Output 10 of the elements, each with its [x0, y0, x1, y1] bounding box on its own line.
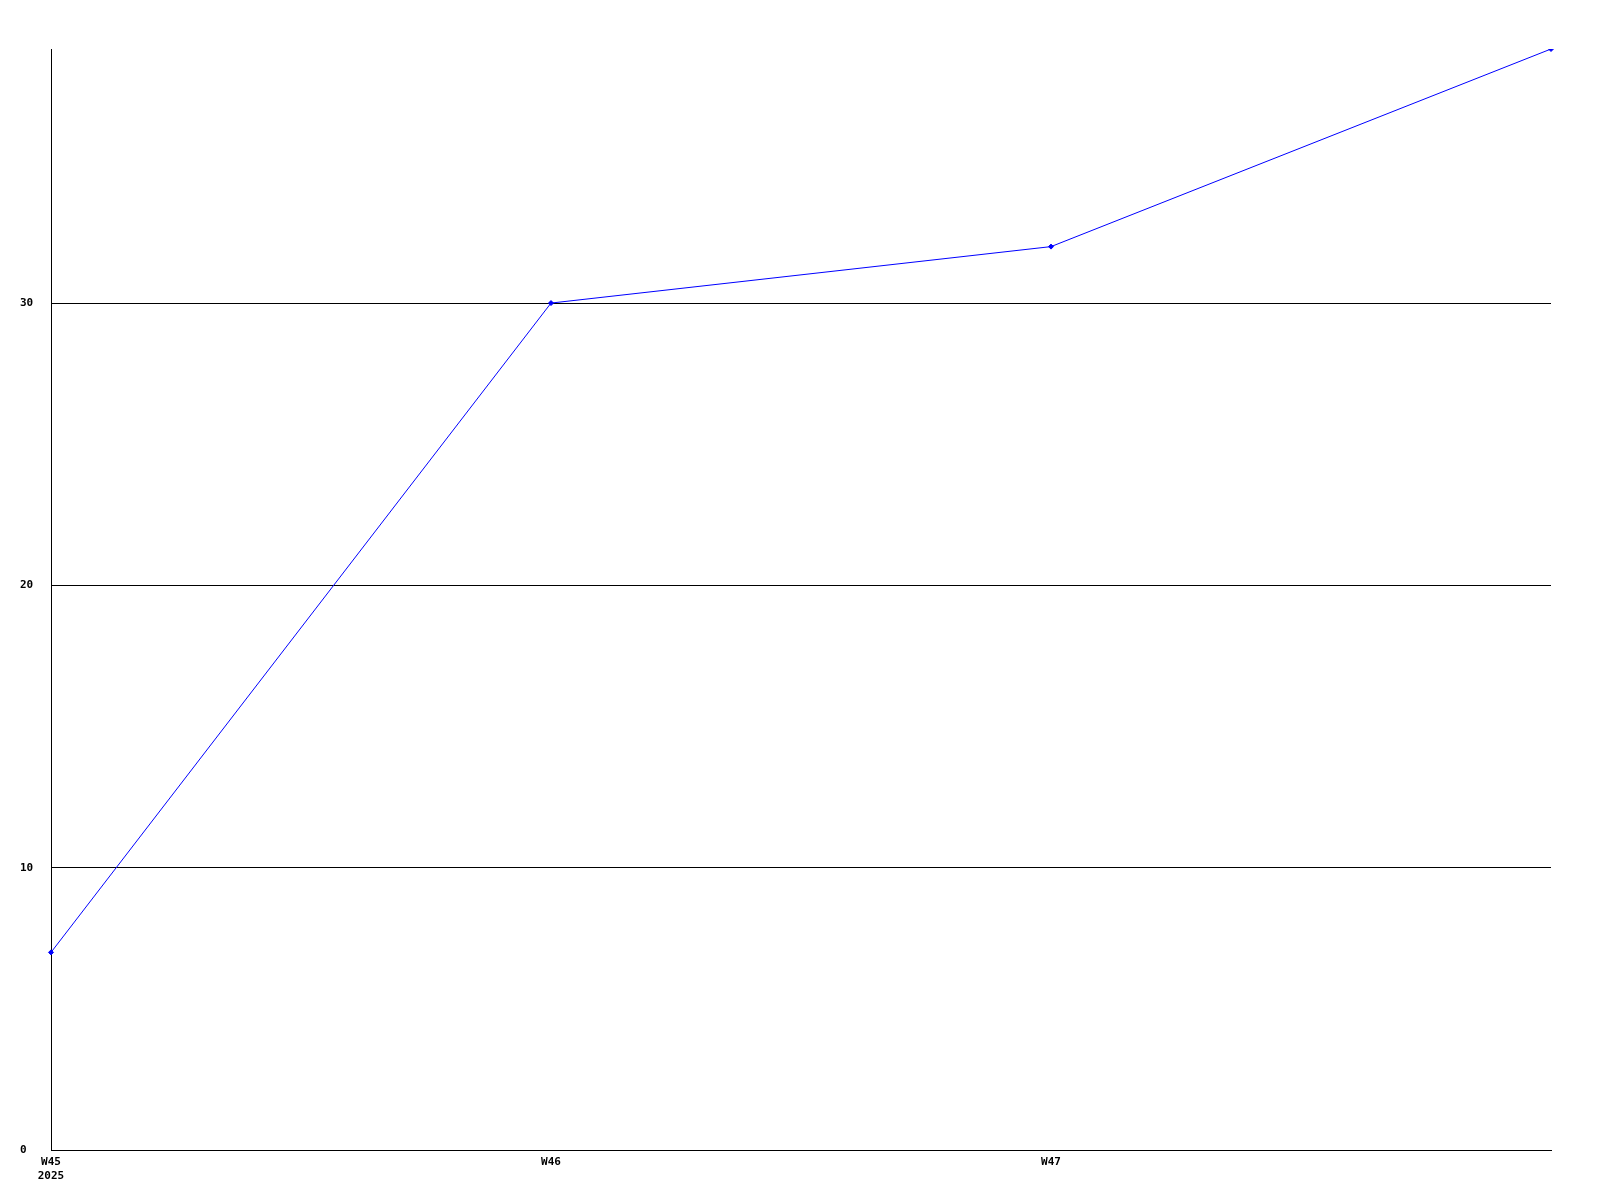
point: [1048, 243, 1054, 250]
x-tick-label: W47: [1041, 1155, 1061, 1169]
x-tick-label: W45 2025: [37, 1155, 65, 1182]
y-tick-label: 20: [20, 578, 34, 592]
point: [48, 949, 54, 956]
y-tick-label: 10: [20, 860, 34, 874]
y-tick-label: 0: [20, 1142, 27, 1156]
y-tick-label: 30: [20, 295, 34, 309]
point: [548, 300, 554, 307]
x-tick-label: W46: [541, 1155, 562, 1169]
